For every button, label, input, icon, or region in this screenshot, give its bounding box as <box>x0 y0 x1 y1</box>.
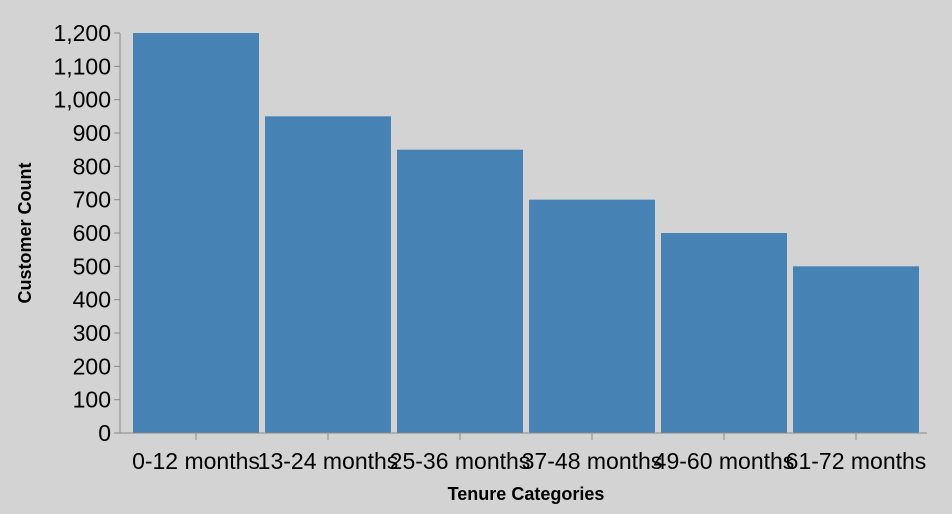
x-tick-label: 49-60 months <box>654 448 795 474</box>
x-axis-title: Tenure Categories <box>448 484 605 504</box>
y-axis: 0 100 200 300 400 500 600 700 800 900 1,000 1,100 1,… <box>53 20 121 446</box>
y-tick-label: 600 <box>73 220 111 246</box>
y-tick-label: 0 <box>98 420 111 446</box>
x-tick-label: 0-12 months <box>132 448 260 474</box>
y-tick-label: 300 <box>73 320 111 346</box>
bar-0-12-months <box>133 33 259 433</box>
bar-25-36-months <box>397 149 523 433</box>
y-tick-label: 1,100 <box>53 53 111 79</box>
x-tick-label: 37-48 months <box>522 448 663 474</box>
y-tick-label: 1,000 <box>53 87 111 113</box>
y-tick-label: 400 <box>73 287 111 313</box>
y-tick-label: 100 <box>73 387 111 413</box>
y-axis-title: Customer Count <box>15 163 35 304</box>
bar-61-72-months <box>793 266 919 433</box>
y-tick-label: 1,200 <box>53 20 111 46</box>
y-tick-label: 800 <box>73 153 111 179</box>
y-tick-label: 500 <box>73 253 111 279</box>
bar-49-60-months <box>661 233 787 433</box>
bar-13-24-months <box>265 116 391 433</box>
bars-group <box>133 33 919 433</box>
x-tick-label: 25-36 months <box>390 448 531 474</box>
y-tick-label: 200 <box>73 353 111 379</box>
bar-37-48-months <box>529 199 655 433</box>
x-tick-label: 61-72 months <box>786 448 927 474</box>
y-tick-label: 700 <box>73 187 111 213</box>
x-tick-label: 13-24 months <box>258 448 399 474</box>
y-tick-label: 900 <box>73 120 111 146</box>
